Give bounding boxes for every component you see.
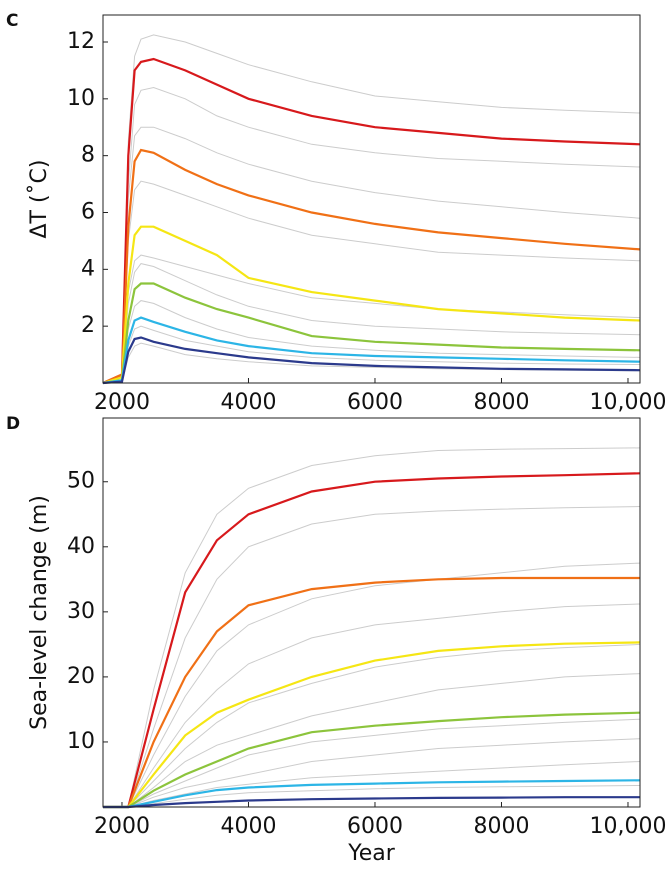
series-line bbox=[103, 796, 640, 809]
series-line bbox=[102, 325, 641, 384]
series-line bbox=[102, 316, 641, 385]
x-axis-label: Year bbox=[347, 841, 396, 866]
y-tick-label: 10 bbox=[67, 729, 95, 754]
x-tick-label: 2000 bbox=[94, 390, 150, 415]
panel-label: D bbox=[6, 414, 20, 434]
series-line bbox=[103, 506, 641, 808]
y-tick-label: 40 bbox=[67, 534, 95, 559]
series-line bbox=[102, 336, 641, 385]
x-tick-label: 4000 bbox=[220, 814, 276, 839]
y-axis-label: Sea-level change (m) bbox=[27, 495, 52, 730]
y-tick-label: 50 bbox=[67, 469, 95, 494]
series-line bbox=[102, 282, 641, 385]
y-tick-label: 8 bbox=[81, 143, 95, 168]
series-line bbox=[102, 57, 641, 385]
x-tick-label: 10,000 bbox=[589, 814, 666, 839]
y-tick-label: 10 bbox=[67, 86, 95, 111]
plot-frame bbox=[102, 14, 641, 384]
x-tick-label: 6000 bbox=[347, 814, 403, 839]
y-tick-label: 12 bbox=[67, 29, 95, 54]
series-line bbox=[103, 711, 641, 809]
y-tick-label: 6 bbox=[81, 199, 95, 224]
x-tick-label: 2000 bbox=[94, 814, 150, 839]
y-tick-label: 20 bbox=[67, 664, 95, 689]
series-line bbox=[103, 673, 641, 808]
series-line bbox=[102, 263, 641, 384]
series-line bbox=[103, 472, 641, 809]
y-tick-label: 2 bbox=[81, 313, 95, 338]
y-tick-label: 30 bbox=[67, 599, 95, 624]
series-line bbox=[103, 447, 641, 808]
series-line bbox=[102, 300, 641, 384]
series-line bbox=[102, 148, 641, 385]
series-line bbox=[102, 225, 641, 385]
series-line bbox=[102, 180, 641, 384]
x-tick-label: 8000 bbox=[473, 390, 529, 415]
series-line bbox=[102, 86, 641, 384]
series-line bbox=[103, 576, 640, 809]
x-tick-label: 6000 bbox=[347, 390, 403, 415]
plot-frame bbox=[102, 417, 641, 808]
x-tick-label: 8000 bbox=[473, 814, 529, 839]
panel-label: C bbox=[6, 11, 18, 31]
y-axis-label: ΔT (˚C) bbox=[27, 159, 52, 238]
x-tick-label: 10,000 bbox=[589, 390, 666, 415]
series-line bbox=[102, 126, 641, 384]
x-tick-label: 4000 bbox=[220, 390, 276, 415]
y-tick-label: 4 bbox=[81, 256, 95, 281]
